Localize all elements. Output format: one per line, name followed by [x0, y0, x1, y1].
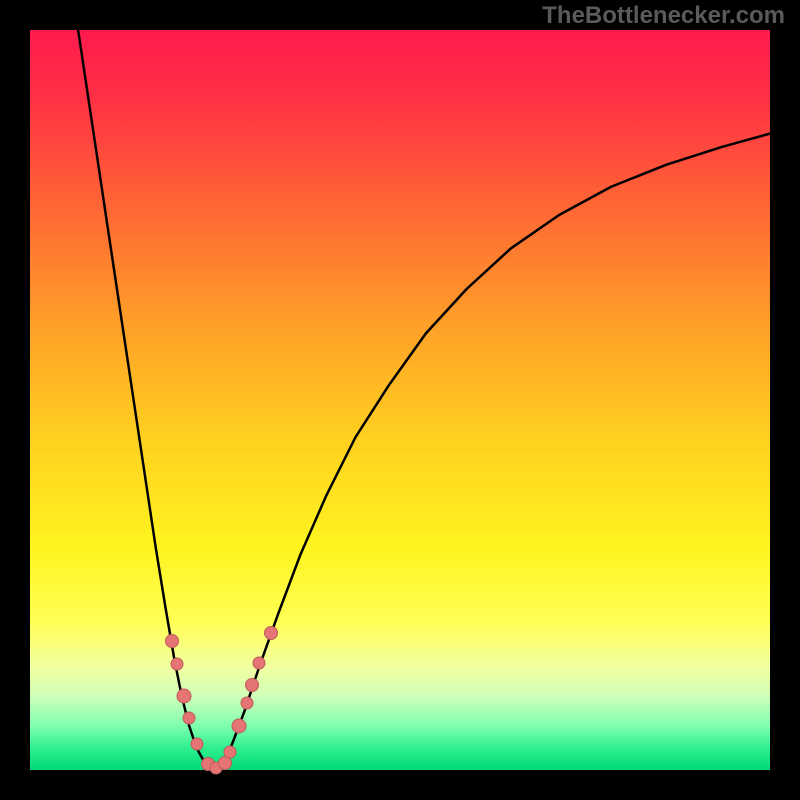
data-point-marker	[170, 658, 183, 671]
data-point-marker	[264, 626, 278, 640]
data-point-marker	[223, 745, 236, 758]
data-point-marker	[240, 697, 253, 710]
data-point-marker	[165, 634, 179, 648]
markers-layer	[30, 30, 770, 770]
plot-area	[30, 30, 770, 770]
data-point-marker	[253, 656, 266, 669]
data-point-marker	[232, 718, 247, 733]
data-point-marker	[183, 712, 196, 725]
chart-container: { "canvas": { "width": 800, "height": 80…	[0, 0, 800, 800]
data-point-marker	[176, 689, 191, 704]
watermark-text: TheBottlenecker.com	[542, 2, 785, 30]
data-point-marker	[245, 678, 259, 692]
data-point-marker	[190, 738, 203, 751]
